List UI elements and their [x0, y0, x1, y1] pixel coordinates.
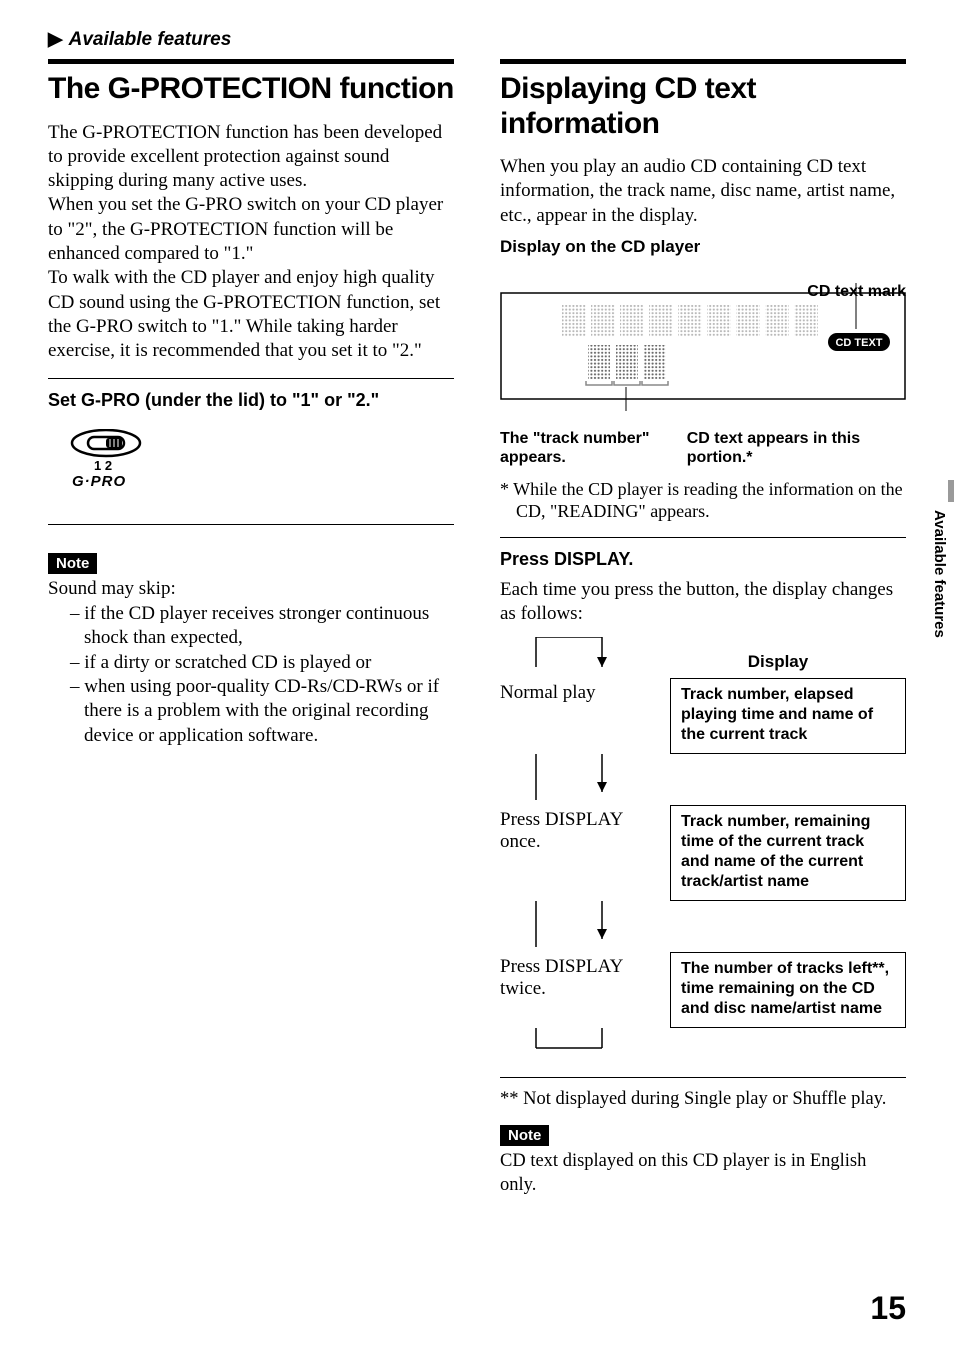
flow-row-2: Press DISPLAY once. Track number, remain… — [500, 805, 906, 901]
divider — [48, 378, 454, 379]
note-item: if a dirty or scratched CD is played or — [70, 651, 454, 675]
thick-rule — [48, 59, 454, 64]
side-tab-bar — [948, 480, 954, 502]
flow-row-1: Normal play Track number, elapsed playin… — [500, 678, 906, 754]
section-header: ▶ Available features — [48, 28, 906, 51]
flow-box-2: Track number, remaining time of the curr… — [670, 805, 906, 901]
cd-display-diagram: CD text mark — [500, 283, 906, 467]
cd-text-mark-label: CD text mark — [807, 283, 906, 301]
callout-row: The "track number" appears. CD text appe… — [500, 429, 906, 467]
heading-g-protection: The G-PROTECTION function — [48, 72, 454, 107]
divider — [500, 1077, 906, 1078]
cdtext-para1: When you play an audio CD containing CD … — [500, 155, 906, 228]
note-item: if the CD player receives stronger conti… — [70, 602, 454, 651]
display-on-player-heading: Display on the CD player — [500, 236, 906, 257]
heading-cd-text: Displaying CD text information — [500, 72, 906, 141]
cd-display-icon: CD TEXT — [500, 283, 906, 423]
flow-box-3: The number of tracks left**, time remain… — [670, 952, 906, 1028]
gpro-para1: The G-PROTECTION function has been devel… — [48, 121, 454, 194]
note-item: when using poor-quality CD-Rs/CD-RWs or … — [70, 675, 454, 748]
note-badge: Note — [48, 553, 97, 574]
flow-arrow-2 — [500, 901, 906, 947]
section-header-text: Available features — [69, 29, 232, 50]
press-display-heading: Press DISPLAY. — [500, 548, 906, 571]
flow-arrow-1 — [500, 754, 906, 800]
right-column: Displaying CD text information When you … — [500, 59, 906, 1198]
note-lead: Sound may skip: — [48, 578, 454, 600]
callout-cd-text-portion: CD text appears in this portion.* — [687, 429, 906, 467]
side-tab: Available features — [926, 480, 954, 680]
gpro-12-label: 1 2 — [94, 458, 112, 473]
cd-text-badge-label: CD TEXT — [835, 337, 882, 349]
note-cdtext-english: CD text displayed on this CD player is i… — [500, 1150, 906, 1197]
note-list: if the CD player receives stronger conti… — [48, 602, 454, 748]
callout-track-number: The "track number" appears. — [500, 429, 687, 467]
gpro-switch-icon: 1 2 G·PRO — [66, 429, 162, 493]
display-flow: Display Normal play Track number, elapse… — [500, 637, 906, 1063]
cd-text-badge: CD TEXT — [828, 333, 890, 351]
divider — [500, 537, 906, 538]
gpro-switch-illustration: 1 2 G·PRO — [66, 429, 454, 498]
flow-box-1: Track number, elapsed playing time and n… — [670, 678, 906, 754]
press-display-para: Each time you press the button, the disp… — [500, 578, 906, 627]
divider — [48, 524, 454, 525]
flow-display-label: Display — [748, 652, 809, 671]
flow-row-3: Press DISPLAY twice. The number of track… — [500, 952, 906, 1028]
footnote-tracks-left: ** Not displayed during Single play or S… — [500, 1088, 906, 1112]
triangle-icon: ▶ — [48, 28, 63, 51]
left-column: The G-PROTECTION function The G-PROTECTI… — [48, 59, 454, 1198]
content-columns: The G-PROTECTION function The G-PROTECTI… — [48, 59, 906, 1198]
note-badge: Note — [500, 1125, 549, 1146]
flow-top-arrow: Display — [500, 637, 906, 673]
flow-bottom-loop — [500, 1028, 906, 1058]
footnote-reading: * While the CD player is reading the inf… — [500, 478, 906, 523]
gpro-para3: To walk with the CD player and enjoy hig… — [48, 266, 454, 363]
flow-left-3: Press DISPLAY twice. — [500, 952, 670, 1028]
flow-left-2: Press DISPLAY once. — [500, 805, 670, 901]
set-gpro-heading: Set G-PRO (under the lid) to "1" or "2." — [48, 389, 454, 412]
flow-left-1: Normal play — [500, 678, 670, 754]
gpro-para2: When you set the G-PRO switch on your CD… — [48, 193, 454, 266]
side-tab-text: Available features — [931, 510, 948, 638]
gpro-brand-label: G·PRO — [72, 473, 126, 490]
page-number: 15 — [870, 1290, 906, 1327]
thick-rule — [500, 59, 906, 64]
